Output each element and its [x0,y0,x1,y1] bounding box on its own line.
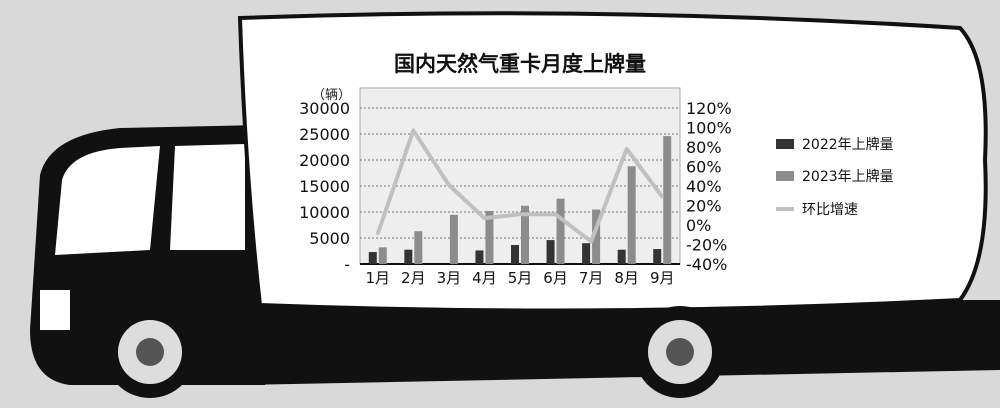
x-tick-label: 3月 [437,269,462,287]
legend-swatch-growth [776,207,794,211]
legend-label-growth: 环比增速 [802,202,858,218]
plot-area [359,87,681,265]
y2-tick-label: 80% [686,138,722,157]
chart-title: 国内天然气重卡月度上牌量 [394,52,646,76]
bar-2022年上牌量-6月 [546,240,555,264]
y-tick-label: 30000 [299,99,350,118]
bar-2022年上牌量-2月 [404,249,413,264]
bar-2022年上牌量-1月 [368,252,377,264]
bar-2022年上牌量-5月 [511,245,519,264]
bar-2023年上牌量-7月 [592,209,601,264]
bar-2023年上牌量-4月 [485,210,494,264]
y2-tick-label: 120% [686,99,732,118]
x-tick-label: 1月 [366,269,391,287]
point-环比增速-9月 [660,195,664,199]
point-环比增速-4月 [482,216,486,220]
legend-swatch-2023 [776,171,794,181]
legend-swatch-2022 [776,139,794,149]
legend-item-2023: 2023年上牌量 [776,166,894,186]
bar-2023年上牌量-9月 [663,136,672,264]
bar-2022年上牌量-4月 [475,250,484,264]
y-tick-label: 25000 [299,125,350,144]
y-tick-label: - [344,255,350,274]
y-tick-label: 20000 [299,151,350,170]
x-tick-label: 5月 [508,269,533,287]
x-tick-label: 4月 [472,269,497,287]
bar-2022年上牌量-9月 [653,249,662,264]
x-tick-label: 6月 [543,269,568,287]
point-环比增速-5月 [518,212,522,216]
point-环比增速-7月 [589,240,593,244]
point-环比增速-3月 [447,183,451,187]
y2-tick-label: 100% [686,119,732,138]
bar-2023年上牌量-1月 [378,247,387,264]
y2-tick-label: 0% [686,216,711,235]
legend-item-2022: 2022年上牌量 [776,134,894,154]
point-环比增速-6月 [554,212,558,216]
point-环比增速-2月 [411,128,415,132]
y-axis-unit: （辆） [312,88,352,103]
y-tick-label: 10000 [299,203,350,222]
x-tick-label: 2月 [401,269,426,287]
point-环比增速-1月 [376,232,380,236]
bar-2023年上牌量-2月 [414,231,423,264]
y-tick-label: 15000 [299,177,350,196]
bar-2023年上牌量-5月 [521,205,529,264]
y2-tick-label: -40% [686,255,727,274]
legend-label-2022: 2022年上牌量 [802,137,894,153]
bar-2022年上牌量-8月 [617,249,626,264]
legend-item-growth: 环比增速 [776,199,858,219]
y2-tick-label: 40% [686,177,722,196]
x-tick-label: 7月 [579,269,604,287]
legend-label-2023: 2023年上牌量 [802,169,894,185]
bar-2022年上牌量-7月 [582,243,591,264]
bar-2023年上牌量-8月 [627,166,636,264]
x-tick-label: 9月 [650,269,675,287]
point-环比增速-8月 [625,147,629,151]
y2-tick-label: -20% [686,236,727,255]
y-tick-label: 5000 [309,229,350,248]
y2-tick-label: 60% [686,158,722,177]
bar-2023年上牌量-3月 [449,214,458,264]
bar-2023年上牌量-6月 [556,198,565,264]
x-tick-label: 8月 [614,269,639,287]
y2-tick-label: 20% [686,197,722,216]
